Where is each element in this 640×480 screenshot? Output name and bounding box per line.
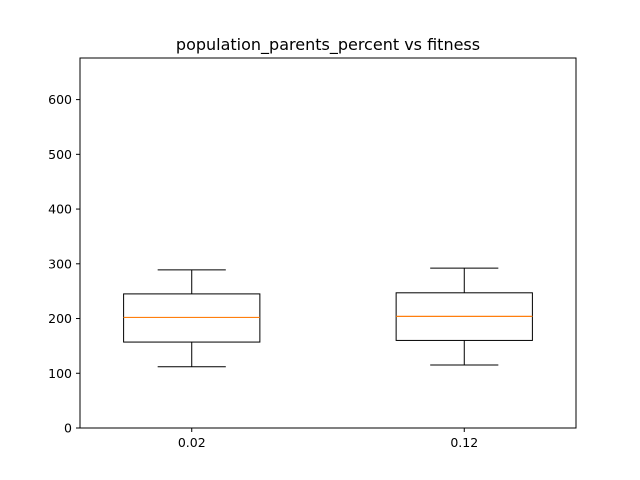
plot-frame [79,57,577,429]
y-tick-label: 0 [64,421,72,436]
y-tick-label: 500 [48,147,72,162]
y-tick-label: 400 [48,202,72,217]
box-0.02 [123,269,261,368]
x-tick-label: 0.02 [178,435,206,450]
y-tick-label: 600 [48,92,72,107]
x-axis: 0.02 0.12 [178,428,478,450]
box-series [123,267,533,368]
y-axis: 0 100 200 300 400 500 600 [48,92,80,436]
y-tick-label: 200 [48,311,72,326]
y-tick-label: 300 [48,256,72,271]
x-tick-label: 0.12 [450,435,478,450]
y-tick-label: 100 [48,366,72,381]
box-0.12 [395,267,533,366]
chart-title: population_parents_percent vs fitness [176,35,480,55]
